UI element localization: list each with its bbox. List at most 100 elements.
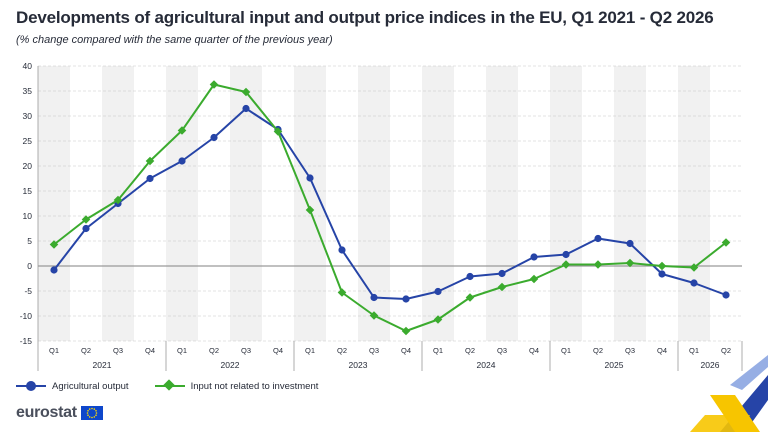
data-point	[498, 269, 506, 278]
y-tick-label: 35	[23, 86, 33, 96]
y-tick-label: 40	[23, 61, 33, 71]
data-point	[721, 238, 731, 247]
data-point	[402, 295, 410, 303]
data-point	[210, 133, 218, 142]
data-point	[433, 315, 443, 324]
x-tick-label: Q3	[241, 346, 251, 355]
circle-marker-icon	[16, 380, 46, 392]
x-tick-label: Q4	[529, 346, 539, 355]
x-tick-label: Q3	[497, 346, 507, 355]
data-point	[434, 287, 442, 296]
x-tick-label: Q1	[305, 346, 315, 355]
data-point	[689, 263, 699, 272]
year-label: 2021	[93, 360, 112, 370]
data-point	[273, 127, 283, 136]
data-point	[562, 250, 570, 259]
x-tick-label: Q2	[593, 346, 603, 355]
eu-flag-icon	[80, 406, 103, 420]
eurostat-logo: eurostat	[16, 404, 103, 422]
y-tick-label: -15	[20, 336, 33, 346]
quarter-band	[550, 66, 582, 341]
data-point	[81, 215, 91, 224]
data-point	[465, 293, 475, 302]
year-label: 2024	[477, 360, 496, 370]
data-point	[241, 87, 251, 97]
data-point	[369, 311, 379, 320]
data-point	[593, 260, 603, 269]
x-tick-label: Q1	[433, 346, 443, 355]
y-tick-label: 25	[23, 136, 33, 146]
data-point	[370, 293, 378, 302]
y-tick-label: 20	[23, 161, 33, 171]
chart-legend: Agricultural output Input not related to…	[16, 378, 318, 394]
y-tick-label: 30	[23, 111, 33, 121]
data-point	[529, 274, 539, 284]
data-point	[594, 234, 602, 243]
data-point	[305, 205, 315, 215]
data-point	[530, 253, 538, 261]
data-point	[177, 126, 187, 135]
data-point	[113, 195, 123, 205]
x-tick-label: Q4	[145, 346, 155, 355]
y-tick-label: -5	[24, 286, 32, 296]
diamond-marker-icon	[154, 379, 185, 392]
legend-label: Agricultural output	[52, 380, 129, 392]
data-point	[401, 326, 411, 336]
x-tick-label: Q4	[273, 346, 283, 355]
data-point	[626, 239, 634, 248]
y-tick-label: -10	[20, 311, 33, 321]
quarter-band	[166, 66, 198, 341]
legend-item-agricultural-output[interactable]: Agricultural output	[16, 380, 129, 392]
year-label: 2023	[349, 360, 368, 370]
quarter-band	[422, 66, 454, 341]
x-tick-label: Q3	[113, 346, 123, 355]
logo-text: eurostat	[16, 404, 77, 421]
data-point	[146, 174, 154, 183]
x-tick-label: Q1	[177, 346, 187, 355]
data-point	[625, 258, 635, 268]
data-point	[561, 260, 571, 269]
data-point	[306, 174, 314, 182]
data-point	[657, 261, 667, 271]
data-point	[690, 279, 698, 287]
x-tick-label: Q3	[369, 346, 379, 355]
data-point	[178, 157, 186, 165]
data-point	[337, 288, 347, 297]
year-label: 2026	[701, 360, 720, 370]
x-tick-label: Q2	[81, 346, 91, 355]
data-point	[82, 224, 90, 233]
x-tick-label: Q4	[401, 346, 411, 355]
quarter-band	[486, 66, 518, 341]
data-point	[497, 282, 507, 292]
legend-item-input-not-related[interactable]: Input not related to investment	[154, 379, 319, 392]
y-tick-label: 10	[23, 211, 33, 221]
data-point	[658, 270, 666, 278]
year-label: 2022	[221, 360, 240, 370]
y-tick-label: 0	[27, 261, 32, 271]
y-tick-label: 15	[23, 186, 33, 196]
data-point	[338, 246, 346, 254]
x-tick-label: Q2	[465, 346, 475, 355]
x-tick-label: Q2	[721, 346, 731, 355]
data-point	[722, 291, 730, 299]
year-label: 2025	[605, 360, 624, 370]
chart-subtitle: (% change compared with the same quarter…	[16, 34, 333, 46]
quarter-band	[614, 66, 646, 341]
x-tick-label: Q1	[689, 346, 699, 355]
quarter-band	[38, 66, 70, 341]
data-point	[49, 240, 59, 249]
quarter-band	[678, 66, 710, 341]
chart-title: Developments of agricultural input and o…	[16, 8, 714, 27]
y-tick-label: 5	[27, 236, 32, 246]
x-tick-label: Q2	[337, 346, 347, 355]
data-point	[242, 104, 250, 113]
decorative-stripes-icon	[690, 355, 768, 432]
data-point	[50, 266, 58, 274]
x-tick-label: Q3	[625, 346, 635, 355]
series-line-input-not-related	[53, 83, 727, 332]
x-tick-label: Q1	[561, 346, 571, 355]
legend-label: Input not related to investment	[190, 380, 319, 392]
data-point	[209, 80, 219, 89]
x-tick-label: Q4	[657, 346, 667, 355]
x-tick-label: Q1	[49, 346, 59, 355]
